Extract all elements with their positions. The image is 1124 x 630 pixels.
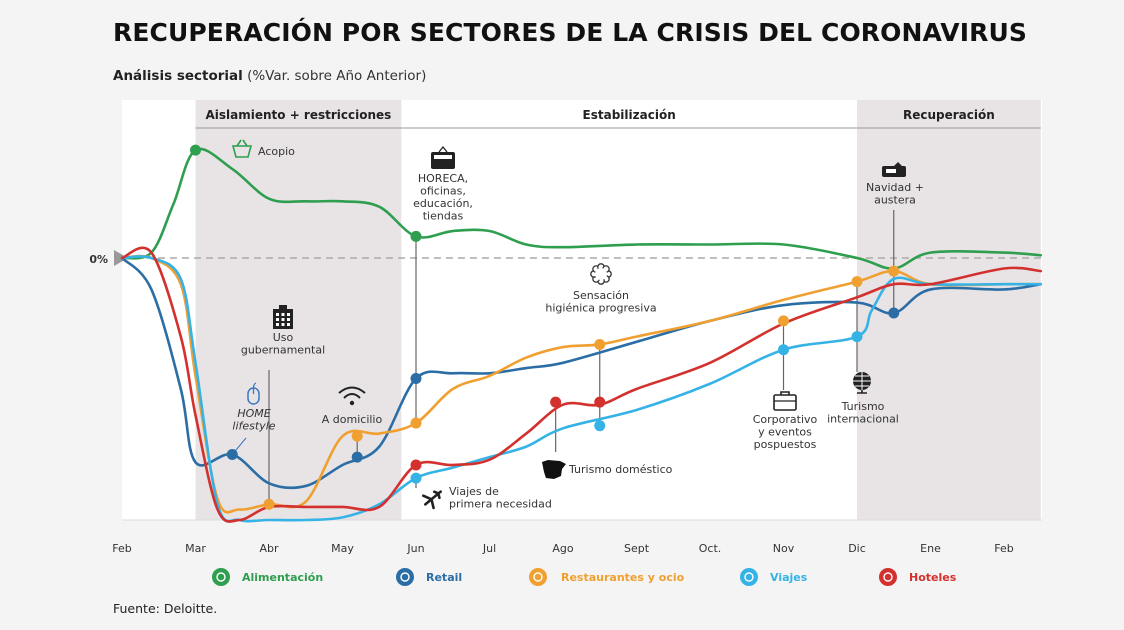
bed-icon (879, 568, 897, 586)
chart-title: RECUPERACIÓN POR SECTORES DE LA CRISIS D… (113, 18, 1027, 47)
legend-item-restaurantes-y-ocio: Restaurantes y ocio (529, 568, 685, 586)
cart-icon (396, 568, 414, 586)
annotation-navidad-text: Navidad + (866, 181, 924, 194)
subtitle-bold: Análisis sectorial (113, 68, 243, 84)
annotation-horeca-text: HORECA, (418, 172, 468, 185)
data-marker (410, 230, 422, 242)
annotation-corporativo-text: y eventos (758, 426, 812, 439)
data-marker (594, 338, 606, 350)
mouse-icon (247, 382, 260, 405)
x-tick-label: Jul (482, 542, 496, 555)
data-marker (410, 373, 422, 385)
x-tick-label: Oct. (699, 542, 722, 555)
data-marker (778, 315, 789, 327)
annotation-turint-text: internacional (827, 413, 899, 426)
data-marker (888, 265, 900, 277)
data-marker (351, 451, 363, 463)
annotation-home-text: lifestyle (232, 420, 275, 433)
annotation-horeca-text: oficinas, (420, 185, 466, 198)
annotation-corporativo-text: pospuestos (754, 438, 817, 451)
data-marker (550, 396, 562, 408)
x-tick-label: Jun (406, 542, 424, 555)
series-line-viajes (120, 255, 1043, 523)
cutlery-icon (529, 568, 547, 586)
legend-label: Hoteles (909, 571, 957, 584)
x-tick-label: Sept (624, 542, 650, 555)
data-marker (594, 396, 606, 408)
annotation-uso-text: Uso (273, 331, 294, 344)
data-marker (226, 449, 238, 460)
annotation-viajes-text: primera necesidad (449, 498, 552, 511)
x-tick-label: Ago (552, 542, 574, 555)
x-tick-label: Abr (259, 542, 279, 555)
x-tick-label: Feb (112, 542, 131, 555)
globe-icon (853, 372, 871, 394)
annotation-domicilio-text: A domicilio (322, 413, 383, 426)
chart-subtitle: Análisis sectorial (%Var. sobre Año Ante… (113, 68, 426, 84)
basket-icon (212, 568, 230, 586)
x-tick-label: May (331, 542, 354, 555)
plane-icon (740, 568, 758, 586)
zero-label: 0% (89, 253, 108, 266)
annotation-turint-text: Turismo (841, 400, 885, 413)
x-tick-label: Dic (848, 542, 866, 555)
x-tick-label: Mar (185, 542, 206, 555)
data-marker (351, 430, 363, 442)
legend-item-hoteles: Hoteles (879, 568, 957, 586)
building-icon (273, 305, 293, 329)
data-marker (190, 144, 201, 156)
annotation-home-text: HOME (237, 407, 270, 420)
data-marker (888, 307, 900, 319)
annotation-navidad-text: austera (874, 194, 916, 207)
data-marker (851, 331, 863, 343)
legend-item-alimentación: Alimentación (212, 568, 323, 586)
data-marker (851, 276, 863, 288)
legend-label: Viajes (770, 571, 808, 584)
spain-map-icon (542, 460, 566, 479)
data-marker (410, 417, 422, 429)
series-line-hoteles (120, 246, 1043, 523)
x-tick-label: Feb (994, 542, 1013, 555)
data-marker (410, 459, 422, 471)
legend-label: Alimentación (242, 571, 323, 584)
legend-item-viajes: Viajes (740, 568, 808, 586)
gift-icon (882, 162, 906, 177)
annotation-turdom-text: Turismo doméstico (568, 463, 673, 476)
annotation-uso-text: gubernamental (241, 344, 325, 357)
x-tick-label: Nov (773, 542, 795, 555)
plane-icon (421, 490, 442, 510)
briefcase-icon (773, 391, 797, 411)
phase-shade (195, 100, 402, 520)
data-marker (778, 344, 789, 356)
virus-icon (590, 263, 612, 285)
legend-item-retail: Retail (396, 568, 462, 586)
annotation-viajes-text: Viajes de (449, 485, 499, 498)
annotation-higiene-text: Sensación (573, 289, 629, 302)
annotation-higiene-text: higiénica progresiva (545, 302, 656, 315)
annotation-corporativo-text: Corporativo (753, 413, 818, 426)
phase-label: Estabilización (583, 108, 676, 122)
data-marker (594, 420, 606, 432)
data-marker (410, 472, 422, 484)
open-sign-icon (431, 145, 455, 169)
subtitle-rest: (%Var. sobre Año Anterior) (242, 68, 427, 84)
basket-icon (231, 139, 253, 158)
phase-label: Recuperación (903, 108, 995, 122)
annotation-acopio-text: Acopio (258, 145, 295, 158)
annotation-horeca-text: educación, (413, 197, 473, 210)
legend-label: Retail (426, 571, 462, 584)
data-marker (263, 498, 275, 510)
phase-label: Aislamiento + restricciones (205, 108, 391, 122)
annotation-horeca-text: tiendas (423, 210, 464, 223)
series-line-retail (120, 256, 1043, 490)
x-tick-label: Ene (920, 542, 941, 555)
source-note: Fuente: Deloitte. (113, 601, 218, 616)
series-line-alimentación (120, 147, 1043, 270)
phase-shade (857, 100, 1041, 520)
legend-label: Restaurantes y ocio (561, 571, 685, 584)
wifi-icon (338, 386, 366, 406)
